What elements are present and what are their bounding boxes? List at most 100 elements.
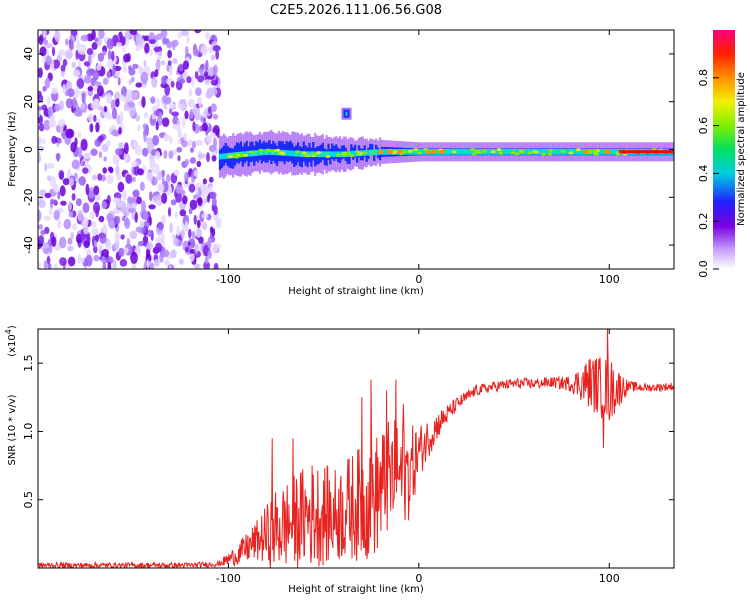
- signal-band-blue: [300, 147, 303, 168]
- signal-core: [500, 149, 503, 155]
- noise-speckle: [151, 176, 158, 186]
- noise-speckle: [42, 85, 47, 92]
- noise-speckle: [208, 184, 213, 194]
- noise-speckle: [211, 155, 217, 162]
- signal-band-blue: [346, 150, 349, 164]
- noise-speckle: [135, 82, 143, 88]
- noise-speckle: [173, 169, 180, 176]
- noise-speckle: [45, 43, 53, 49]
- noise-speckle: [65, 38, 69, 46]
- noise-speckle: [73, 109, 82, 117]
- noise-speckle: [78, 176, 86, 186]
- noise-speckle: [68, 38, 74, 50]
- noise-speckle: [152, 135, 160, 146]
- noise-speckle: [209, 226, 214, 234]
- noise-speckle: [172, 237, 179, 246]
- signal-highlight: [266, 148, 271, 152]
- noise-speckle: [93, 254, 100, 262]
- noise-speckle: [157, 221, 164, 231]
- noise-speckle: [50, 199, 58, 205]
- signal-peak: [431, 149, 438, 154]
- spectrogram-xlabel: Height of straight line (km): [288, 286, 424, 297]
- signal-core: [222, 153, 225, 160]
- signal-core: [611, 149, 614, 155]
- signal-core: [420, 149, 423, 155]
- noise-speckle: [204, 71, 209, 78]
- noise-speckle: [171, 233, 176, 240]
- noise-speckle: [85, 254, 93, 267]
- noise-speckle: [48, 208, 53, 216]
- noise-speckle: [175, 184, 184, 195]
- noise-speckle: [98, 215, 105, 223]
- signal-core: [333, 151, 336, 158]
- signal-core: [224, 153, 227, 159]
- signal-band-blue: [293, 146, 296, 167]
- signal-band-blue: [312, 142, 315, 161]
- noise-speckle: [149, 157, 155, 167]
- signal-peak: [396, 149, 403, 154]
- noise-speckle: [38, 105, 43, 112]
- noise-speckle: [107, 50, 112, 61]
- noise-speckle: [132, 63, 139, 69]
- signal-core: [274, 149, 277, 156]
- noise-speckle: [153, 46, 162, 52]
- noise-speckle: [97, 244, 104, 251]
- noise-speckle: [122, 46, 126, 53]
- noise-speckle: [124, 216, 129, 226]
- noise-speckle: [60, 64, 66, 73]
- noise-speckle: [191, 230, 196, 240]
- signal-core: [367, 149, 370, 156]
- noise-speckle: [189, 199, 198, 211]
- signal-core: [502, 149, 505, 155]
- noise-speckle: [94, 37, 99, 43]
- noise-speckle: [161, 75, 168, 85]
- noise-speckle: [200, 184, 206, 193]
- noise-speckle: [161, 214, 166, 224]
- noise-speckle: [114, 70, 121, 77]
- noise-speckle: [149, 49, 153, 56]
- noise-speckle: [148, 39, 156, 45]
- noise-speckle: [149, 96, 156, 104]
- noise-speckle: [137, 168, 145, 176]
- spectrogram-image: [38, 30, 674, 269]
- noise-speckle: [208, 106, 212, 115]
- noise-speckle: [82, 216, 89, 228]
- colorbar: [713, 30, 735, 269]
- noise-speckle: [77, 253, 81, 265]
- signal-core: [544, 149, 547, 155]
- noise-speckle: [127, 196, 132, 204]
- snr-xlabel: Height of straight line (km): [288, 584, 424, 595]
- spectrogram-panel: -100 0 100 -40 -20 0 20 40 Height of straight l…: [7, 29, 747, 297]
- signal-core: [447, 149, 450, 155]
- noise-speckle: [40, 229, 46, 236]
- signal-highlight: [496, 148, 502, 152]
- signal-highlight: [258, 148, 264, 152]
- noise-speckle: [185, 46, 189, 55]
- noise-speckle: [80, 34, 89, 42]
- noise-speckle: [67, 88, 75, 98]
- noise-speckle: [44, 162, 48, 172]
- signal-highlight: [498, 151, 504, 155]
- spec-ytick-label: -20: [22, 188, 35, 206]
- signal-core: [567, 149, 570, 155]
- noise-speckle: [98, 151, 103, 159]
- noise-speckle: [181, 30, 189, 37]
- signal-core: [298, 151, 302, 157]
- signal-highlight: [527, 151, 533, 155]
- noise-speckle: [106, 213, 114, 223]
- signal-band-blue: [369, 143, 372, 155]
- signal-band-blue: [321, 142, 324, 160]
- noise-speckle: [70, 231, 74, 240]
- noise-speckle: [78, 146, 83, 159]
- noise-speckle: [139, 219, 145, 229]
- noise-speckle: [67, 237, 73, 245]
- noise-speckle: [116, 174, 122, 181]
- noise-speckle: [212, 113, 219, 120]
- noise-speckle: [213, 64, 218, 75]
- noise-speckle: [209, 191, 217, 200]
- noise-speckle: [38, 123, 45, 132]
- noise-speckle: [193, 169, 198, 177]
- noise-speckle: [168, 150, 174, 159]
- noise-speckle: [195, 87, 202, 97]
- signal-core: [251, 150, 254, 157]
